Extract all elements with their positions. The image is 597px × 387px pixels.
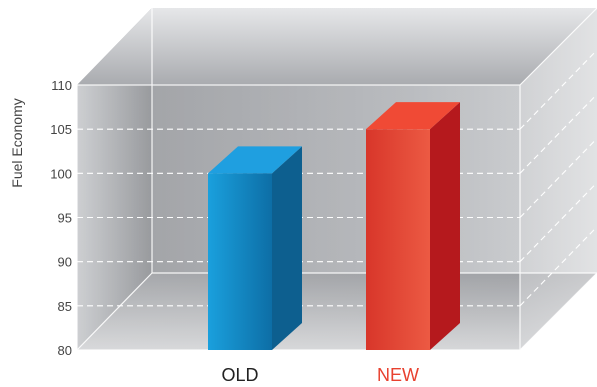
bar-new: [366, 102, 460, 350]
y-tick-label: 100: [50, 166, 72, 181]
y-tick-label: 90: [58, 255, 72, 270]
bar-side: [272, 146, 302, 350]
y-tick-label: 105: [50, 122, 72, 137]
category-label-old: OLD: [221, 365, 258, 385]
bar-front: [208, 173, 272, 350]
bar-front: [366, 129, 430, 350]
y-tick-label: 80: [58, 343, 72, 358]
y-tick-label: 95: [58, 211, 72, 226]
y-axis-ticks: 80 85 90 95 100 105 110: [50, 78, 72, 358]
top-wall: [77, 8, 597, 85]
bar-side: [430, 102, 460, 350]
category-label-new: NEW: [377, 365, 419, 385]
y-axis-label: Fuel Economy: [9, 98, 25, 187]
category-labels: OLD NEW: [221, 365, 419, 385]
y-tick-label: 85: [58, 299, 72, 314]
bar-old: [208, 146, 302, 350]
y-tick-label: 110: [51, 78, 72, 93]
